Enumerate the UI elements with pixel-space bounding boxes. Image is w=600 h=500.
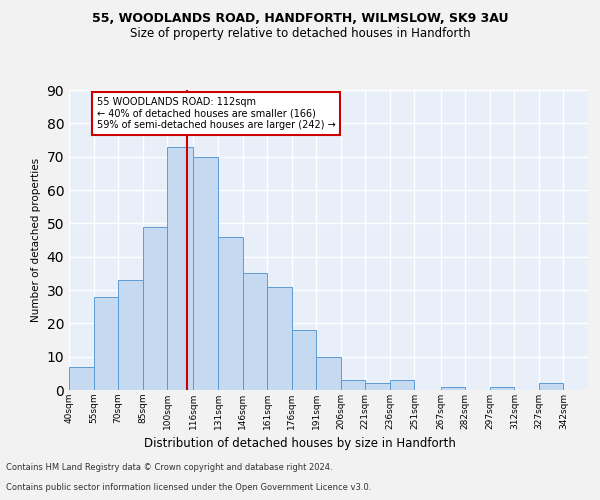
Bar xyxy=(292,330,316,390)
Y-axis label: Number of detached properties: Number of detached properties xyxy=(31,158,41,322)
Text: Contains public sector information licensed under the Open Government Licence v3: Contains public sector information licen… xyxy=(6,484,371,492)
Bar xyxy=(539,384,563,390)
Bar xyxy=(118,280,143,390)
Text: 55, WOODLANDS ROAD, HANDFORTH, WILMSLOW, SK9 3AU: 55, WOODLANDS ROAD, HANDFORTH, WILMSLOW,… xyxy=(92,12,508,26)
Bar xyxy=(69,366,94,390)
Bar xyxy=(218,236,242,390)
Bar xyxy=(143,226,167,390)
Bar xyxy=(341,380,365,390)
Bar xyxy=(490,386,514,390)
Text: Contains HM Land Registry data © Crown copyright and database right 2024.: Contains HM Land Registry data © Crown c… xyxy=(6,464,332,472)
Bar xyxy=(365,384,390,390)
Bar xyxy=(242,274,267,390)
Text: Distribution of detached houses by size in Handforth: Distribution of detached houses by size … xyxy=(144,438,456,450)
Bar xyxy=(390,380,415,390)
Text: 55 WOODLANDS ROAD: 112sqm
← 40% of detached houses are smaller (166)
59% of semi: 55 WOODLANDS ROAD: 112sqm ← 40% of detac… xyxy=(97,96,335,130)
Bar xyxy=(316,356,341,390)
Text: Size of property relative to detached houses in Handforth: Size of property relative to detached ho… xyxy=(130,28,470,40)
Bar xyxy=(94,296,118,390)
Bar xyxy=(267,286,292,390)
Bar xyxy=(193,156,218,390)
Bar xyxy=(167,146,193,390)
Bar xyxy=(440,386,465,390)
